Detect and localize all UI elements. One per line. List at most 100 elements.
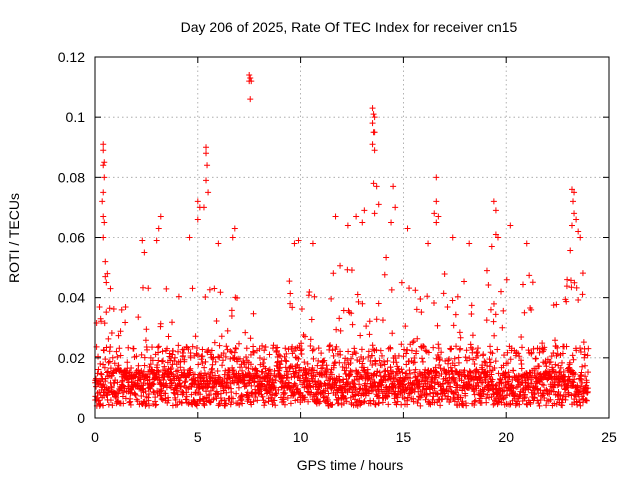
data-point — [254, 368, 261, 375]
data-point — [261, 347, 268, 354]
data-point — [369, 141, 376, 148]
data-point — [254, 397, 261, 404]
data-point — [327, 342, 334, 349]
data-point — [120, 389, 127, 396]
data-point — [132, 392, 139, 399]
data-point — [209, 355, 216, 362]
data-point — [301, 394, 308, 401]
data-point — [437, 365, 444, 372]
data-point — [163, 380, 170, 387]
data-point — [308, 316, 315, 323]
data-point — [239, 400, 246, 407]
axis-ticks — [94, 56, 610, 419]
data-point — [206, 391, 213, 398]
data-point — [273, 390, 280, 397]
data-point — [384, 367, 391, 374]
data-point — [166, 350, 173, 357]
data-point — [514, 398, 521, 405]
data-point — [366, 331, 373, 338]
data-point — [333, 343, 340, 350]
data-point — [261, 402, 268, 409]
data-point — [374, 368, 381, 375]
data-point — [431, 210, 438, 217]
data-point — [489, 376, 496, 383]
data-point — [247, 335, 254, 342]
data-point — [295, 355, 302, 362]
data-point — [320, 394, 327, 401]
data-point — [583, 379, 590, 386]
data-point — [214, 368, 221, 375]
data-point — [175, 348, 182, 355]
data-point — [457, 345, 464, 352]
data-point — [388, 219, 395, 226]
data-point — [97, 391, 104, 398]
data-point — [138, 392, 145, 399]
data-point — [540, 391, 547, 398]
data-point — [141, 354, 148, 361]
data-point — [339, 389, 346, 396]
data-point — [454, 293, 461, 300]
data-point — [420, 343, 427, 350]
data-point — [370, 111, 377, 118]
data-point — [212, 358, 219, 365]
data-point — [356, 386, 363, 393]
data-point — [431, 385, 438, 392]
data-point — [296, 377, 303, 384]
data-point — [387, 345, 394, 352]
data-point — [103, 309, 110, 316]
data-point — [499, 324, 506, 331]
data-point — [134, 398, 141, 405]
data-point — [563, 343, 570, 350]
data-point — [486, 367, 493, 374]
data-point — [305, 398, 312, 405]
data-point — [365, 353, 372, 360]
data-point — [192, 377, 199, 384]
data-point — [328, 371, 335, 378]
data-point — [108, 330, 115, 337]
data-point — [146, 402, 153, 409]
data-point — [274, 344, 281, 351]
data-point — [559, 402, 566, 409]
data-point — [371, 147, 378, 154]
data-point — [247, 75, 254, 82]
data-point — [564, 384, 571, 391]
data-point — [366, 318, 373, 325]
data-point — [330, 364, 337, 371]
data-point — [145, 397, 152, 404]
data-point — [291, 240, 298, 247]
data-point — [109, 402, 116, 409]
data-point — [579, 270, 586, 277]
data-point — [317, 398, 324, 405]
data-point — [295, 237, 302, 244]
data-point — [386, 375, 393, 382]
data-point — [101, 159, 108, 166]
data-point — [217, 395, 224, 402]
data-point — [506, 374, 513, 381]
data-point — [323, 362, 330, 369]
data-point — [165, 397, 172, 404]
data-point — [200, 204, 207, 211]
data-point — [451, 398, 458, 405]
data-point — [440, 290, 447, 297]
data-point — [107, 397, 114, 404]
data-point — [488, 371, 495, 378]
data-point — [281, 401, 288, 408]
data-point — [298, 305, 305, 312]
data-point — [578, 383, 585, 390]
data-point — [475, 369, 482, 376]
data-point — [355, 369, 362, 376]
data-point — [565, 373, 572, 380]
data-point — [269, 376, 276, 383]
data-point — [442, 357, 449, 364]
y-tick-label: 0.12 — [58, 49, 85, 65]
data-point — [233, 390, 240, 397]
data-point — [128, 364, 135, 371]
data-point — [152, 402, 159, 409]
data-point — [175, 293, 182, 300]
data-point — [581, 354, 588, 361]
data-point — [298, 340, 305, 347]
data-point — [388, 286, 395, 293]
data-point — [238, 392, 245, 399]
data-point — [285, 371, 292, 378]
data-point — [412, 287, 419, 294]
